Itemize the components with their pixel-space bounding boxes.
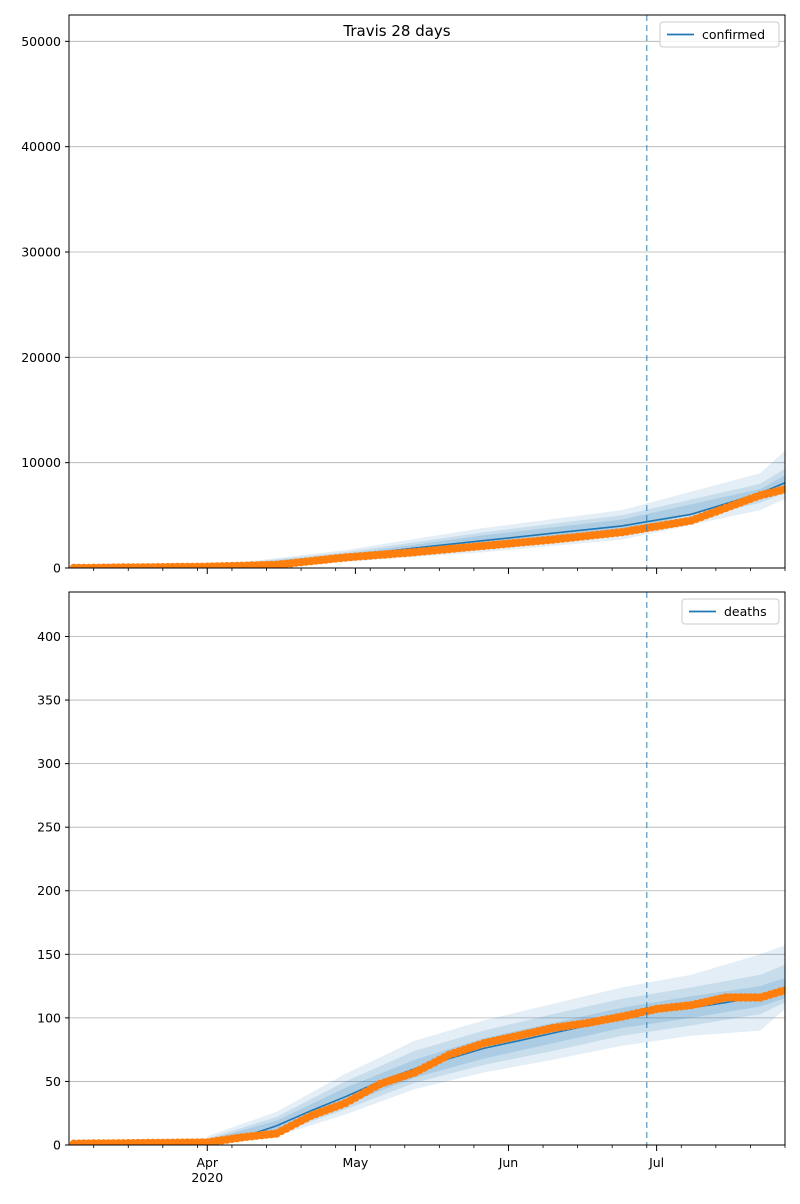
y-tick-label: 0 — [53, 1138, 61, 1153]
y-tick-label: 250 — [37, 820, 61, 835]
y-tick-label: 50 — [45, 1074, 61, 1089]
legend-box — [681, 598, 780, 625]
band-inner-area — [207, 977, 785, 1143]
legend-label: confirmed — [702, 27, 765, 42]
legend-label: deaths — [724, 604, 767, 619]
y-tick-label: 50000 — [21, 34, 61, 49]
x-tick-label: Apr — [196, 1155, 218, 1170]
observed-point — [796, 981, 800, 989]
y-tick-label: 150 — [37, 947, 61, 962]
band-outer-area — [207, 945, 785, 1144]
observed-point — [796, 479, 800, 487]
y-tick-label: 200 — [37, 883, 61, 898]
observed-point — [780, 986, 785, 995]
y-tick-label: 100 — [37, 1010, 61, 1025]
observed-point — [780, 485, 785, 494]
observed-point — [791, 483, 799, 491]
observed-point — [786, 484, 794, 492]
x-tick-label: Jun — [498, 1155, 519, 1170]
y-tick-label: 300 — [37, 756, 61, 771]
confirmed-panel: 0 10000 20000 30000 40000 50000 confirmed — [21, 14, 800, 576]
plot-area — [69, 945, 800, 1145]
band-outer-area — [207, 450, 785, 568]
axes-frame — [68, 14, 786, 569]
mean-line — [73, 987, 785, 1145]
plot-area — [69, 450, 800, 568]
legend-box — [659, 21, 780, 48]
x-tick-label: Jul — [648, 1155, 664, 1170]
figure-title: Travis 28 days — [342, 22, 450, 40]
band-mid-area — [207, 964, 785, 1144]
x-tick-label: 2020 — [191, 1170, 223, 1185]
y-tick-label: 20000 — [21, 350, 61, 365]
axes-frame — [68, 591, 786, 1146]
y-tick-label: 0 — [53, 561, 61, 576]
x-tick-label: May — [342, 1155, 368, 1170]
y-tick-label: 350 — [37, 693, 61, 708]
observed-point — [786, 985, 794, 993]
observed-point — [791, 983, 799, 991]
y-tick-label: 400 — [37, 629, 61, 644]
y-tick-label: 10000 — [21, 455, 61, 470]
y-tick-label: 40000 — [21, 139, 61, 154]
y-tick-label: 30000 — [21, 245, 61, 260]
mean-line — [73, 481, 785, 568]
